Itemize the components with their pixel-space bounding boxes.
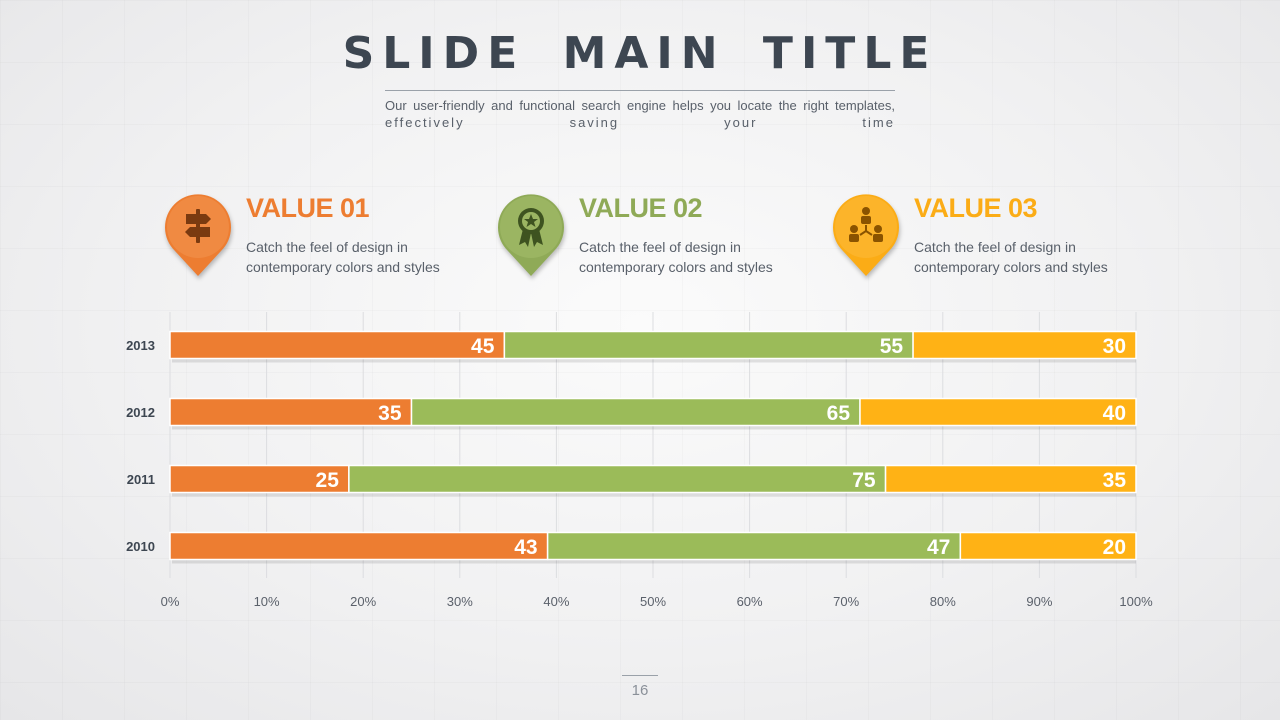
data-label: 35: [378, 402, 402, 425]
subtitle-line-1: Our user-friendly and functional search …: [385, 98, 895, 113]
value-desc-3-line-1: Catch the feel of design in: [914, 239, 1076, 255]
bar-segment: [912, 330, 1137, 360]
bar-segment: [503, 330, 914, 360]
slide-subtitle: Our user-friendly and functional search …: [385, 97, 895, 131]
bar-segment: [348, 464, 887, 494]
page-number: 16: [631, 682, 649, 699]
data-label: 47: [927, 536, 950, 559]
signpost-icon: [185, 209, 211, 243]
x-tick-label: 10%: [254, 594, 280, 609]
data-label: 45: [471, 335, 495, 358]
data-label: 65: [827, 402, 851, 425]
value-desc-1: Catch the feel of design in contemporary…: [246, 237, 486, 277]
x-tick-label: 80%: [930, 594, 956, 609]
bar-segment: [546, 531, 962, 561]
x-tick-label: 20%: [350, 594, 376, 609]
team-network-icon: [849, 207, 883, 242]
value-block-2: VALUE 02 Catch the feel of design in con…: [497, 193, 797, 283]
value-desc-2: Catch the feel of design in contemporary…: [579, 237, 819, 277]
value-desc-2-line-1: Catch the feel of design in: [579, 239, 741, 255]
bar-shadow: [172, 492, 1136, 497]
data-label: 75: [852, 469, 876, 492]
value-desc-3-line-2: contemporary colors and styles: [914, 259, 1108, 275]
data-label: 55: [880, 335, 904, 358]
data-label: 40: [1103, 402, 1126, 425]
y-category-label: 2011: [127, 472, 155, 487]
bar-segment: [169, 531, 549, 561]
data-label: 30: [1103, 335, 1126, 358]
data-label: 43: [514, 536, 537, 559]
slide-title: SLIDE MAIN TITLE: [342, 28, 938, 79]
data-label: 20: [1103, 536, 1126, 559]
x-tick-label: 40%: [543, 594, 569, 609]
bar-segment: [859, 397, 1137, 427]
value-desc-1-line-1: Catch the feel of design in: [246, 239, 408, 255]
x-tick-label: 90%: [1026, 594, 1052, 609]
y-category-label: 2010: [126, 539, 155, 554]
data-label: 25: [316, 469, 340, 492]
value-title-1: VALUE 01: [246, 193, 370, 223]
bar-shadow: [172, 358, 1136, 363]
y-category-label: 2012: [126, 405, 155, 420]
award-badge-icon: [518, 208, 544, 247]
value-block-3: VALUE 03 Catch the feel of design in con…: [832, 193, 1132, 283]
subtitle-line-2: effectively saving your time: [385, 115, 895, 130]
x-tick-label: 100%: [1119, 594, 1153, 609]
x-tick-label: 0%: [161, 594, 180, 609]
bar-segment: [410, 397, 861, 427]
bar-segment: [169, 397, 413, 427]
title-divider: [385, 90, 895, 91]
x-tick-label: 30%: [447, 594, 473, 609]
bar-shadow: [172, 425, 1136, 430]
bar-segment: [884, 464, 1137, 494]
x-tick-label: 70%: [833, 594, 859, 609]
value-title-2: VALUE 02: [579, 193, 703, 223]
x-tick-label: 50%: [640, 594, 666, 609]
x-tick-label: 60%: [737, 594, 763, 609]
data-label: 35: [1103, 469, 1127, 492]
map-pin-marker: [165, 194, 231, 276]
map-pin-marker: [498, 194, 564, 276]
y-category-label: 2013: [126, 338, 155, 353]
value-block-1: VALUE 01 Catch the feel of design in con…: [164, 193, 464, 283]
value-title-3: VALUE 03: [914, 193, 1038, 223]
value-desc-1-line-2: contemporary colors and styles: [246, 259, 440, 275]
value-desc-2-line-2: contemporary colors and styles: [579, 259, 773, 275]
map-pin-marker: [833, 194, 899, 276]
bar-segment: [169, 330, 506, 360]
value-desc-3: Catch the feel of design in contemporary…: [914, 237, 1154, 277]
bar-segment: [959, 531, 1137, 561]
bar-shadow: [172, 559, 1136, 564]
page-number-divider: [622, 675, 658, 676]
